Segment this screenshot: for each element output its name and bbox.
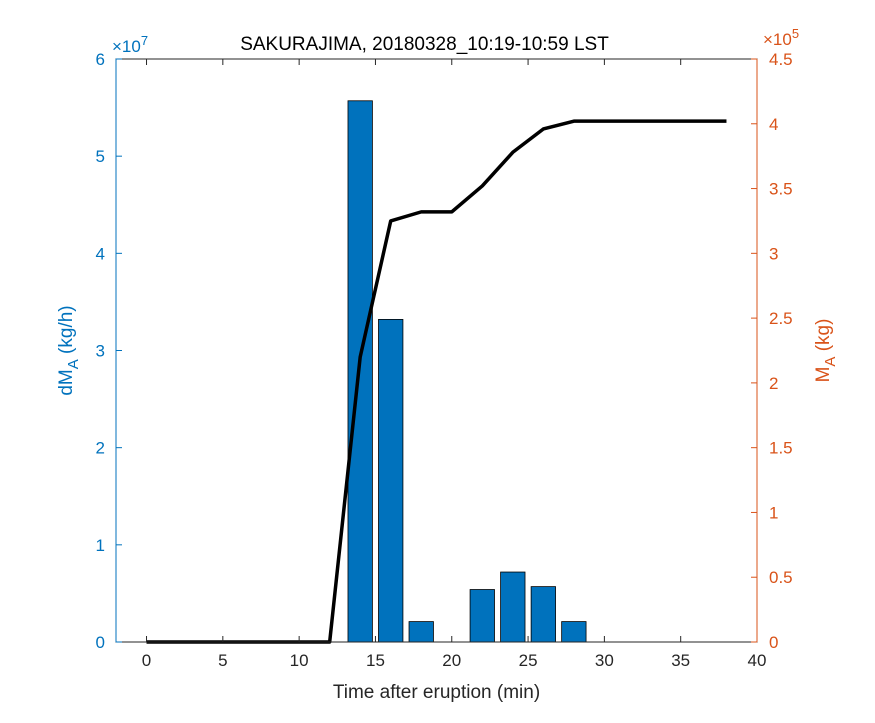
left-tick-label: 3 [96, 342, 105, 361]
left-tick-label: 6 [96, 50, 105, 69]
x-axis-label: Time after eruption (min) [333, 682, 540, 703]
right-tick-label: 2.5 [769, 309, 793, 328]
x-axis: 0 5 10 15 20 25 30 35 40 [142, 59, 767, 670]
right-tick-label: 3 [769, 244, 778, 263]
right-label-main: M [813, 367, 834, 383]
right-label-unit: (kg) [813, 319, 834, 357]
right-exponent-power: 5 [792, 26, 799, 41]
right-tick-label: 4.5 [769, 50, 793, 69]
bar [378, 319, 404, 643]
left-tick-label: 0 [96, 633, 105, 652]
bar [561, 621, 587, 643]
x-tick-label: 5 [218, 651, 227, 670]
plot-frame [115, 58, 758, 643]
cumulative-mass-line [146, 119, 727, 644]
bar [408, 621, 434, 643]
x-tick-label: 10 [290, 651, 309, 670]
right-tick-label: 4 [769, 115, 778, 134]
left-tick-label: 5 [96, 147, 105, 166]
right-tick-label: 0.5 [769, 568, 793, 587]
right-exponent-base: ×10 [763, 30, 792, 49]
right-axis-exponent: ×105 [763, 26, 799, 49]
bar [500, 571, 526, 643]
right-tick-label: 2 [769, 374, 778, 393]
right-label-sub: A [822, 357, 839, 367]
left-tick-label: 1 [96, 536, 105, 555]
left-label-unit: (kg/h) [56, 305, 77, 359]
x-tick-label: 35 [671, 651, 690, 670]
right-y-axis: 0 0.5 1 1.5 2 2.5 3 3.5 4 4.5 [751, 50, 793, 652]
bar [469, 589, 495, 643]
cumulative-line-series [146, 119, 727, 644]
bar-series [347, 100, 587, 643]
right-tick-label: 0 [769, 633, 778, 652]
left-y-axis-label: dMA (kg/h) [56, 305, 82, 395]
x-tick-label: 15 [366, 651, 385, 670]
right-y-axis-label: MA (kg) [813, 319, 839, 383]
chart-title: SAKURAJIMA, 20180328_10:19-10:59 LST [240, 34, 609, 55]
x-tick-label: 40 [748, 651, 767, 670]
bar [530, 586, 556, 643]
right-tick-label: 1.5 [769, 439, 793, 458]
x-tick-label: 0 [142, 651, 151, 670]
right-tick-label: 1 [769, 503, 778, 522]
left-label-sub: A [65, 359, 82, 369]
left-tick-label: 2 [96, 439, 105, 458]
left-y-axis: 0 1 2 3 4 5 6 [96, 50, 122, 652]
x-tick-label: 25 [519, 651, 538, 670]
left-tick-label: 4 [96, 244, 105, 263]
x-tick-label: 20 [442, 651, 461, 670]
left-label-main: dM [56, 369, 77, 395]
x-tick-label: 30 [595, 651, 614, 670]
left-axis-exponent: ×107 [112, 33, 148, 56]
right-tick-label: 3.5 [769, 180, 793, 199]
left-exponent-base: ×10 [112, 37, 141, 56]
left-exponent-power: 7 [141, 33, 148, 48]
